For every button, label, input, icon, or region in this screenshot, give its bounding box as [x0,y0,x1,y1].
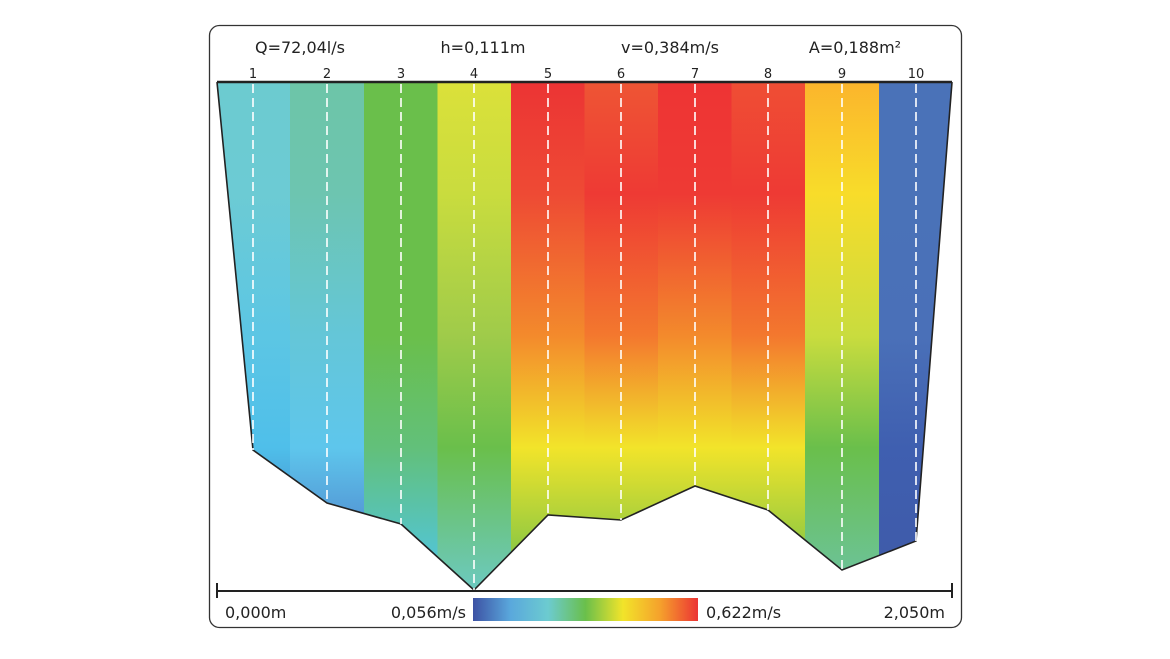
vertical-number: 4 [470,67,478,82]
color-scale-bar [473,598,698,621]
vertical-number: 5 [544,67,552,82]
area-label: A=0,188m² [809,38,901,57]
vertical-number: 6 [617,67,625,82]
axis-right-label: 2,050m [884,603,945,622]
depth-label: h=0,111m [441,38,526,57]
legend-max-label: 0,622m/s [706,603,781,622]
mean-velocity-label: v=0,384m/s [621,38,719,57]
vertical-number: 1 [249,67,257,82]
vertical-number: 7 [691,67,699,82]
vertical-number: 3 [397,67,405,82]
vertical-number: 9 [838,67,846,82]
channel-bed-line [216,81,953,592]
verticals: 1 2 3 4 5 6 7 8 9 10 [249,67,924,590]
vertical-number: 8 [764,67,772,82]
discharge-label: Q=72,04l/s [255,38,345,57]
vertical-number: 2 [323,67,331,82]
legend-min-label: 0,056m/s [391,603,466,622]
vertical-number: 10 [908,67,925,82]
axis-left-label: 0,000m [225,603,286,622]
